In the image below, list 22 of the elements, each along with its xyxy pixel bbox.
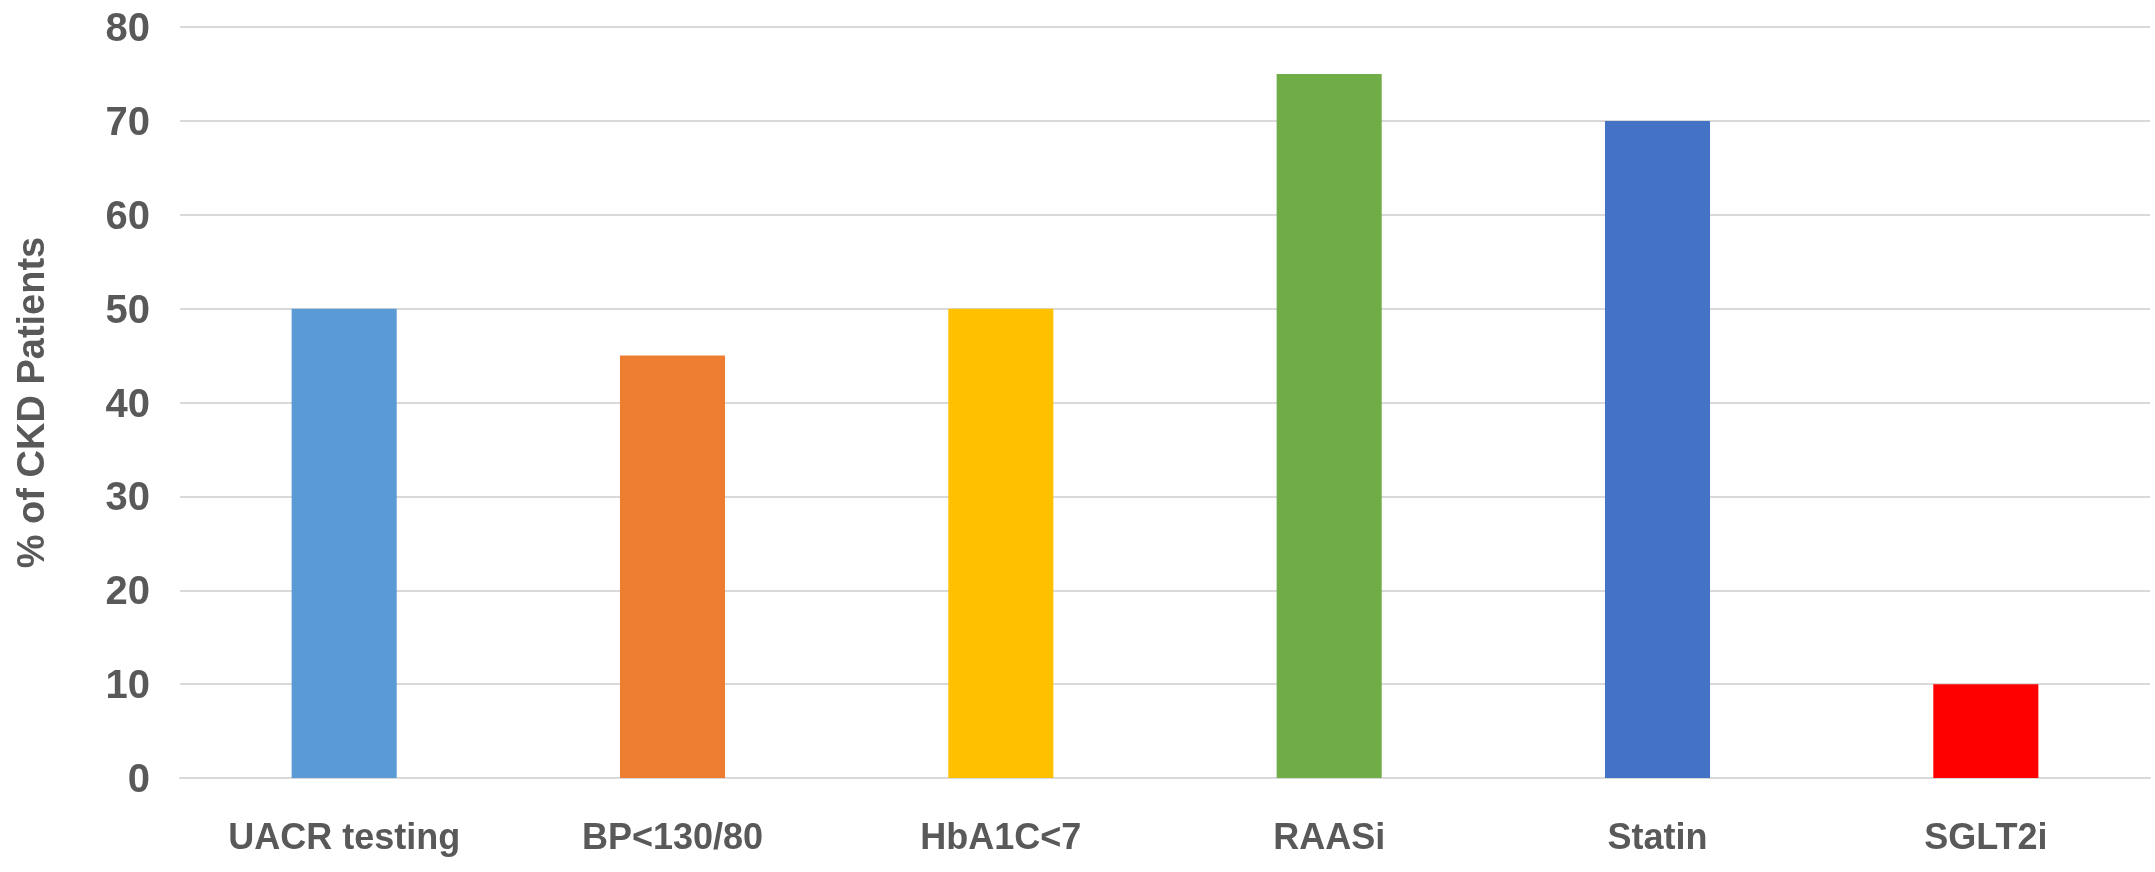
y-tick-label: 40 — [105, 380, 150, 425]
y-tick-label: 70 — [105, 98, 150, 143]
x-tick-label: UACR testing — [228, 815, 461, 857]
bar — [291, 308, 397, 778]
bar — [1276, 73, 1382, 778]
bar — [1933, 684, 2039, 778]
x-tick-label: HbA1C<7 — [920, 815, 1082, 857]
y-tick-label: 20 — [105, 568, 150, 613]
y-tick-label: 80 — [105, 5, 150, 49]
bar — [1604, 120, 1711, 778]
bar — [619, 355, 726, 778]
x-tick-label: SGLT2i — [1924, 815, 2048, 857]
x-tick-label: RAASi — [1273, 815, 1386, 857]
bar — [948, 308, 1054, 778]
y-tick-label: 30 — [105, 474, 150, 519]
y-tick-label: 60 — [105, 192, 150, 237]
y-tick-label: 50 — [105, 286, 150, 331]
x-tick-label: BP<130/80 — [581, 815, 764, 857]
y-axis-title: % of CKD Patients — [10, 236, 52, 569]
y-tick-label: 0 — [127, 756, 150, 800]
y-tick-label: 10 — [105, 662, 150, 707]
x-tick-label: Statin — [1607, 815, 1708, 857]
